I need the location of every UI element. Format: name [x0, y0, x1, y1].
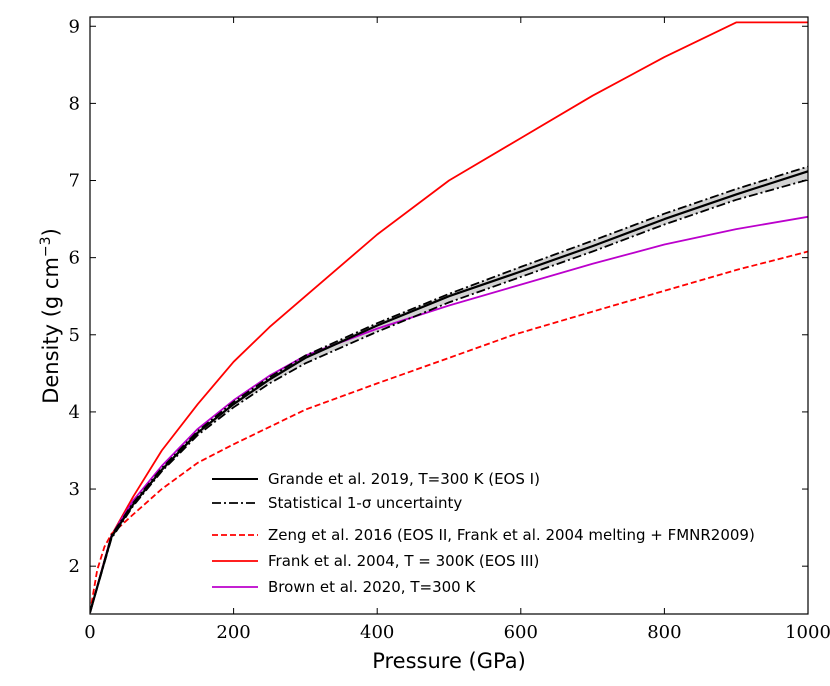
x-axis-title: Pressure (GPa) — [372, 649, 526, 673]
y-axis-title-main: Density (g cm — [39, 257, 63, 404]
series-line-3 — [90, 21, 808, 613]
legend-label-uncertainty: Statistical 1-σ uncertainty — [268, 494, 462, 512]
tick-layer: 0 200 400 600 800 1000 2 3 4 5 6 7 8 9 — [69, 16, 830, 643]
y-tick-label: 5 — [69, 325, 80, 346]
uncertainty-lower-line — [90, 178, 808, 613]
y-tick-label: 3 — [69, 479, 80, 500]
y-tick-label: 9 — [69, 16, 80, 37]
uncertainty-band — [90, 166, 808, 613]
y-axis-title: Density (g cm−3) — [38, 228, 63, 404]
x-tick-label: 800 — [647, 622, 681, 643]
uncertainty-upper-line — [90, 165, 808, 613]
y-axis-title-superscript: −3 — [38, 236, 54, 257]
series-layer — [90, 21, 808, 613]
series-line-2 — [90, 250, 808, 613]
y-tick-label: 4 — [69, 402, 80, 423]
x-tick-label: 0 — [84, 622, 95, 643]
x-tick-label: 400 — [360, 622, 394, 643]
y-tick-label: 7 — [69, 171, 80, 192]
y-axis-title-close: ) — [39, 228, 63, 236]
x-tick-label: 200 — [216, 622, 250, 643]
legend-label-brown: Brown et al. 2020, T=300 K — [268, 578, 476, 596]
x-tick-label: 1000 — [785, 622, 830, 643]
plot-frame — [89, 16, 809, 615]
legend: Grande et al. 2019, T=300 K (EOS I) Stat… — [212, 470, 755, 596]
legend-label-zeng: Zeng et al. 2016 (EOS II, Frank et al. 2… — [268, 526, 755, 544]
legend-label-frank: Frank et al. 2004, T = 300K (EOS III) — [268, 552, 539, 570]
series-line-0 — [90, 170, 808, 613]
y-tick-label: 8 — [69, 93, 80, 114]
y-tick-label: 2 — [69, 556, 80, 577]
x-tick-label: 600 — [504, 622, 538, 643]
legend-label-grande: Grande et al. 2019, T=300 K (EOS I) — [268, 470, 540, 488]
y-tick-label: 6 — [69, 248, 80, 269]
uncertainty-band-layer — [90, 166, 808, 613]
